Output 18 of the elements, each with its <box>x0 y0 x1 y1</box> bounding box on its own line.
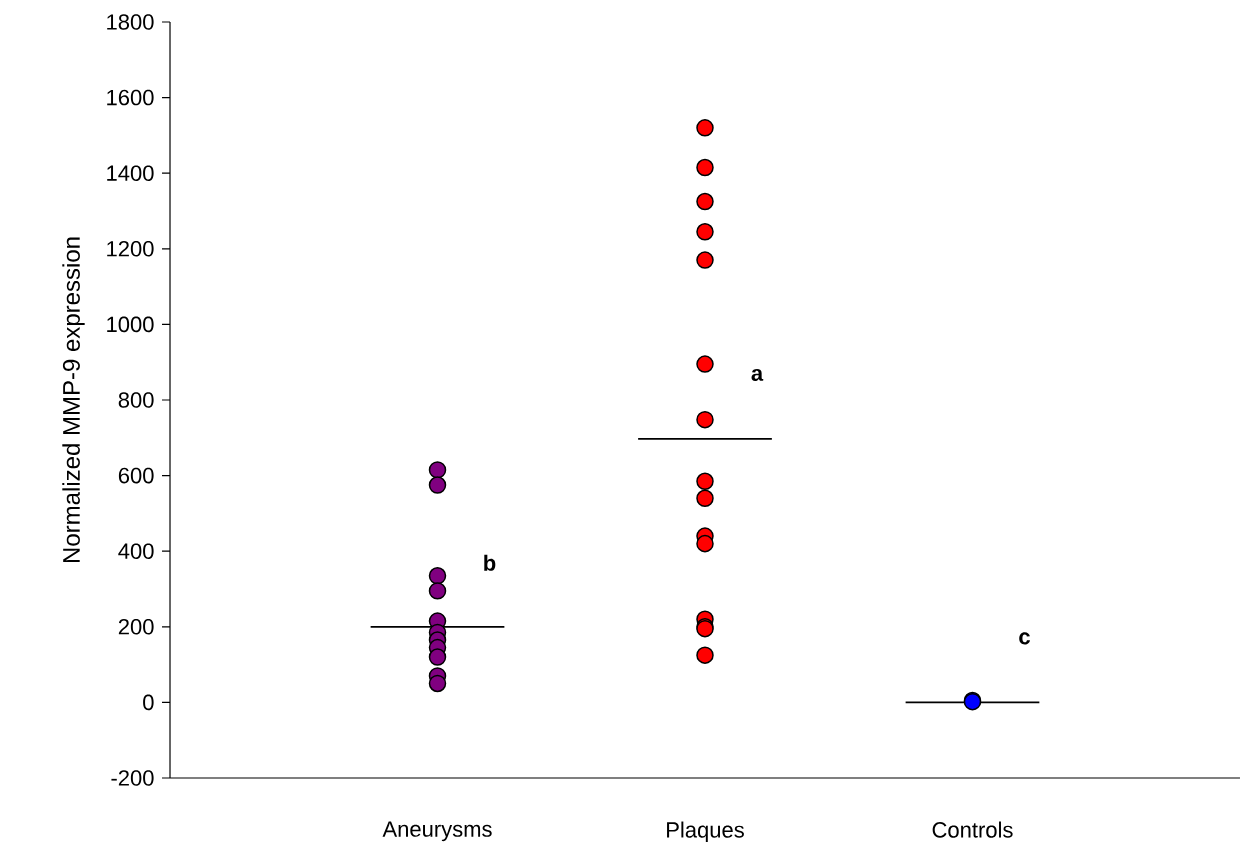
x-tick-label: Plaques <box>667 821 744 843</box>
x-tick-label: Controls <box>932 821 1013 838</box>
y-tick-label: -200 <box>111 770 154 786</box>
x-tick-label: Aneurysms <box>382 821 492 842</box>
y-axis-title: Normalized MMP-9 expression <box>62 237 85 563</box>
y-tick-label: 800 <box>118 392 154 408</box>
y-tick-label: 1400 <box>107 165 154 181</box>
y-tick-label: 0 <box>143 694 154 711</box>
y-tick-label: 1800 <box>107 14 154 30</box>
y-tick-label: 1000 <box>107 316 154 333</box>
y-tick-label: 200 <box>118 619 154 635</box>
annotation: b <box>484 554 496 571</box>
annotation: c <box>1019 632 1030 645</box>
annotation: a <box>751 368 764 381</box>
y-tick-label: 1600 <box>107 89 154 106</box>
y-tick-label: 600 <box>118 467 154 484</box>
y-tick-label: 1200 <box>107 241 154 257</box>
y-tick-label: 400 <box>118 543 154 559</box>
